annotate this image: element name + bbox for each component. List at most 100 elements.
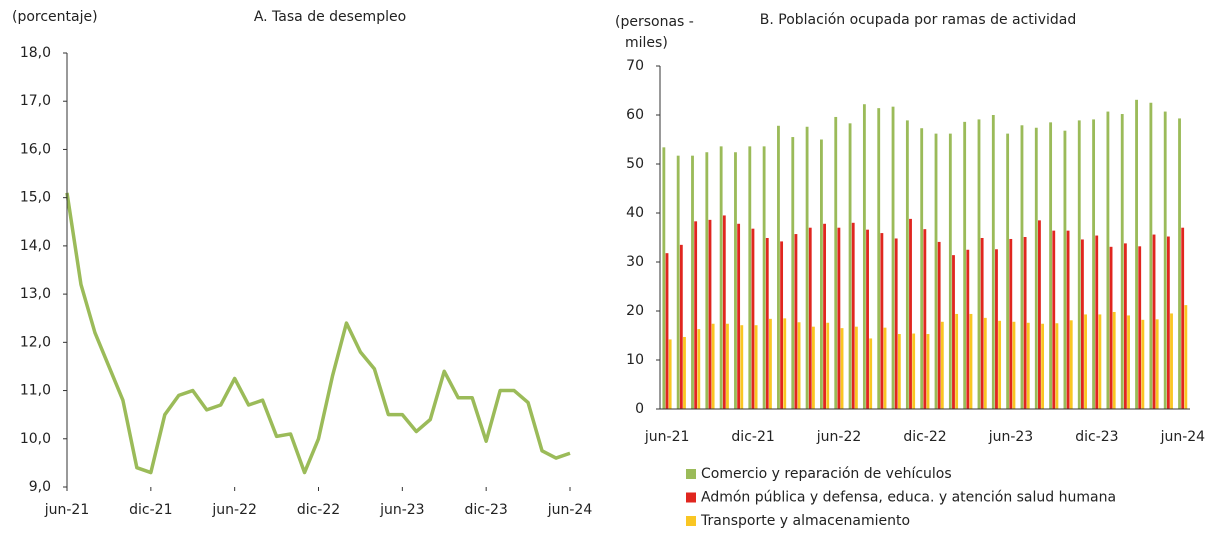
y-label: (porcentaje) <box>12 9 98 25</box>
bar <box>869 338 873 409</box>
bar <box>1055 323 1059 409</box>
bar <box>1041 323 1045 409</box>
y-tick-label: 60 <box>626 107 644 123</box>
bar <box>1084 314 1087 409</box>
bar <box>679 244 683 409</box>
y-tick-label: 10,0 <box>20 431 51 447</box>
bar <box>848 123 852 409</box>
legend-label: Admón pública y defensa, educa. y atenci… <box>701 490 1116 506</box>
x-tick-label: dic-21 <box>129 502 172 518</box>
x-tick-label: jun-22 <box>211 502 257 518</box>
bar <box>955 313 959 409</box>
bar <box>823 223 826 409</box>
y-tick-label: 18,0 <box>20 45 51 61</box>
bar <box>877 108 881 409</box>
bar <box>769 318 772 409</box>
bar <box>726 323 729 409</box>
line <box>65 192 571 475</box>
bar <box>765 237 769 409</box>
bar <box>897 334 901 409</box>
bar <box>983 317 987 409</box>
x-tick-label: jun-24 <box>547 502 593 518</box>
legend-swatch <box>686 469 696 479</box>
y-tick-label: 13,0 <box>20 286 51 302</box>
bar <box>1181 227 1185 409</box>
bar <box>791 137 795 410</box>
bar <box>794 234 798 409</box>
y-tick-label: 50 <box>626 156 644 172</box>
bar <box>711 323 715 409</box>
x-tick-label: dic-21 <box>731 429 774 445</box>
y-tick-label: 0 <box>635 401 644 417</box>
bar <box>734 152 737 410</box>
bar <box>762 146 766 410</box>
bar <box>1184 305 1188 409</box>
bar <box>737 223 741 409</box>
bar <box>1009 238 1013 409</box>
bar <box>883 327 887 409</box>
bar <box>1109 246 1113 409</box>
bar <box>1069 320 1073 409</box>
bar <box>1006 133 1010 409</box>
bar <box>1012 321 1016 409</box>
chart-title: B. Población ocupada por ramas de activi… <box>760 12 1076 28</box>
legend-label: Comercio y reparación de vehículos <box>701 466 952 482</box>
bar <box>840 328 844 409</box>
bar <box>1080 239 1084 409</box>
x-tick-label: jun-24 <box>1160 429 1206 445</box>
y-tick-label: 30 <box>626 254 644 270</box>
bar <box>1049 122 1053 409</box>
y-tick-label: 20 <box>626 303 644 319</box>
bar <box>1152 234 1156 409</box>
legend-label: Transporte y almacenamiento <box>700 513 910 529</box>
bar <box>1095 235 1099 409</box>
bar <box>1052 230 1056 409</box>
bar <box>1155 319 1159 409</box>
bar <box>662 147 666 409</box>
y-tick-label: 14,0 <box>20 238 51 254</box>
y-tick-label: 10 <box>626 352 644 368</box>
bar <box>920 128 924 410</box>
bar <box>1020 125 1024 409</box>
bar <box>880 233 884 409</box>
bar <box>751 228 755 409</box>
x-tick-label: dic-23 <box>1075 429 1118 445</box>
bar <box>1123 243 1127 409</box>
bar <box>1106 111 1110 409</box>
bar <box>820 139 823 409</box>
x-tick-label: jun-21 <box>44 502 90 518</box>
bar <box>722 215 726 409</box>
bar <box>905 120 909 409</box>
bar <box>1127 315 1130 409</box>
bar <box>1135 99 1138 409</box>
bar <box>1092 119 1096 409</box>
bar <box>754 325 758 409</box>
bar <box>1178 118 1181 410</box>
bar <box>783 318 787 409</box>
bar <box>1026 322 1030 409</box>
bar <box>780 241 784 409</box>
y-tick-label: 12,0 <box>20 334 51 350</box>
bar <box>1141 319 1145 409</box>
bar <box>1138 246 1142 409</box>
bar <box>862 104 866 409</box>
bar <box>854 326 858 409</box>
bar <box>1023 237 1027 409</box>
bar <box>668 339 672 409</box>
bar <box>998 320 1002 409</box>
legend-swatch <box>686 492 696 503</box>
bar <box>697 329 701 409</box>
y-tick-label: 11,0 <box>20 383 51 399</box>
bar <box>1098 314 1102 409</box>
bar <box>1163 111 1167 409</box>
bar <box>694 221 698 409</box>
y-tick-label: 9,0 <box>29 479 51 495</box>
bar <box>934 133 938 409</box>
bar <box>937 241 941 409</box>
y-tick-label: 17,0 <box>20 93 51 109</box>
bar <box>909 218 912 409</box>
bar <box>1112 311 1116 409</box>
bar <box>1066 230 1070 409</box>
bar <box>748 146 752 410</box>
